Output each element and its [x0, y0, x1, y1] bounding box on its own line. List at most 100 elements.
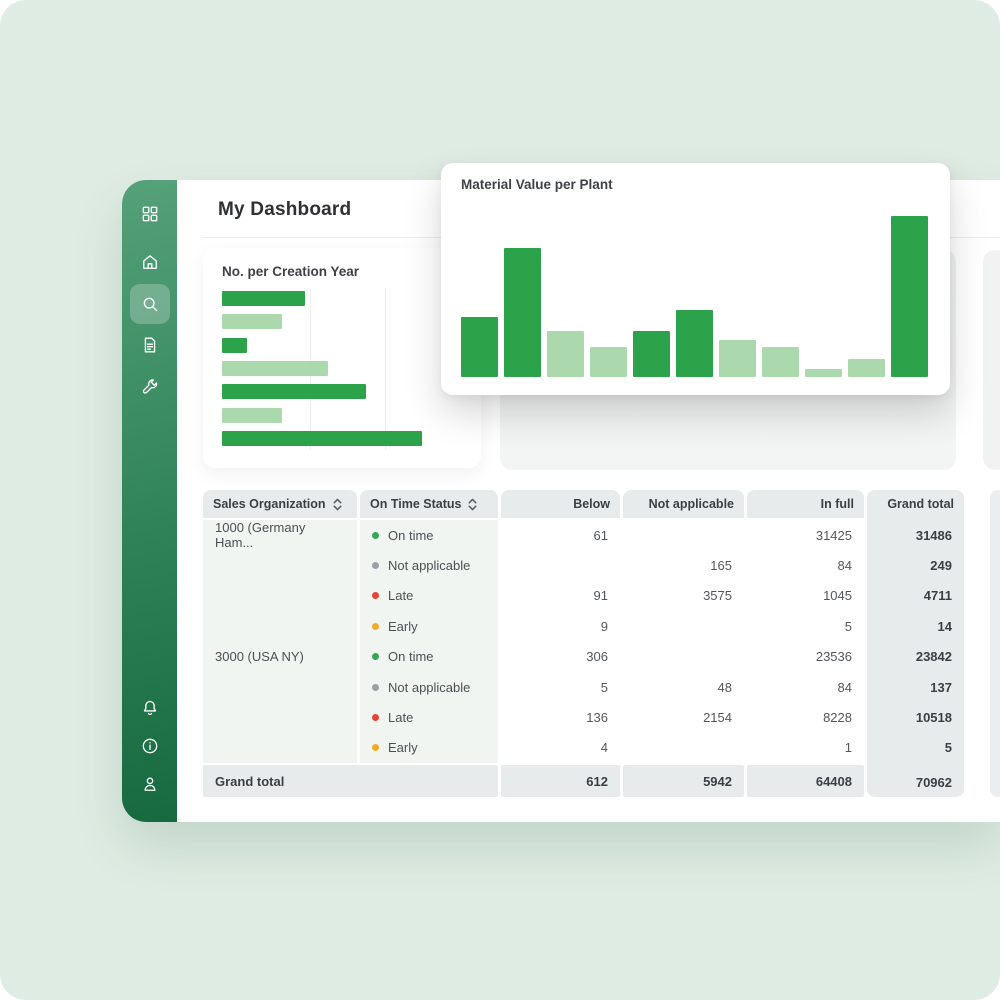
hbar-0 — [222, 291, 305, 306]
column-header-below[interactable]: Below — [501, 490, 620, 518]
pivot-table: Sales Organization 1000 (Germany Ham... 30… — [203, 490, 964, 797]
sort-icon[interactable] — [467, 497, 478, 512]
document-icon — [140, 335, 160, 355]
column-header-in_full[interactable]: In full — [747, 490, 864, 518]
column-body-org: 1000 (Germany Ham... 3000 (USA NY) — [203, 520, 357, 763]
grand-total-cell: 137 — [930, 679, 952, 695]
sidebar-item-info[interactable] — [130, 726, 170, 766]
material-value-bar-chart — [461, 212, 929, 377]
hbar-5 — [222, 407, 282, 423]
table-cell-below: 61 — [593, 527, 608, 543]
table-cell-not_applicable — [623, 733, 744, 763]
table-fragment-cutoff — [990, 490, 1000, 797]
creation-year-bar-chart — [222, 288, 462, 450]
column-header-not_applicable[interactable]: Not applicable — [623, 490, 744, 518]
column-header-label: In full — [820, 497, 854, 511]
status-dot — [372, 653, 379, 661]
table-cell-in_full: 23536 — [815, 649, 852, 665]
table-cell-below — [501, 550, 620, 580]
column-header-label: On Time Status — [370, 497, 462, 511]
column-header-label: Below — [573, 497, 610, 511]
table-cell-in_full: 5 — [844, 618, 852, 634]
table-cell-status: Not applicable — [360, 672, 498, 702]
person-icon — [140, 774, 160, 794]
wrench-icon — [140, 377, 160, 397]
column-body-below: 61 91 9 306 5 136 4 — [501, 520, 620, 763]
grid-icon — [140, 204, 160, 224]
table-cell-not_applicable: 2154 — [703, 710, 732, 726]
home-icon — [140, 252, 160, 272]
grand-total-row-in_full: 64408 — [747, 765, 864, 797]
status-dot — [372, 592, 379, 600]
column-header-label: Sales Organization — [213, 497, 326, 511]
sidebar-item-grid[interactable] — [130, 194, 170, 234]
sidebar-item-bell[interactable] — [130, 688, 170, 728]
sidebar-item-document[interactable] — [130, 325, 170, 365]
card-title-material-value: Material Value per Plant — [461, 177, 613, 192]
table-cell-in_full: 84 — [837, 679, 852, 695]
table-cell-org: 1000 (Germany Ham... — [215, 520, 306, 551]
column-header-label: Not applicable — [648, 497, 734, 511]
table-cell-below: 91 — [593, 588, 608, 604]
vbar-6 — [719, 340, 756, 377]
table-cell-not_applicable: 48 — [717, 679, 732, 695]
status-label: On time — [388, 649, 434, 665]
sidebar — [122, 180, 177, 822]
vbar-7 — [762, 347, 799, 377]
column-header-org[interactable]: Sales Organization — [203, 490, 357, 518]
table-cell-in_full: 31425 — [815, 527, 852, 543]
status-dot — [372, 744, 379, 752]
table-cell-in_full: 1 — [844, 740, 852, 756]
grand-total-cell: 4711 — [923, 588, 952, 604]
info-icon — [140, 736, 160, 756]
status-label: Early — [388, 740, 418, 756]
table-cell-below: 5 — [600, 679, 608, 695]
status-dot — [372, 683, 379, 691]
table-cell-not_applicable: 3575 — [703, 588, 732, 604]
sort-icon[interactable] — [332, 497, 343, 512]
vbar-0 — [461, 317, 498, 377]
status-label: On time — [388, 527, 434, 543]
vbar-3 — [590, 347, 627, 377]
hbar-1 — [222, 314, 282, 330]
hbar-3 — [222, 360, 328, 376]
grand-total-column: Grand total 31486 249 4711 14 23842 137 10518 5 7… — [867, 490, 964, 797]
status-label: Early — [388, 618, 418, 634]
search-icon — [140, 294, 160, 314]
grand-total-cell: 10518 — [915, 710, 952, 726]
sidebar-item-person[interactable] — [130, 764, 170, 804]
sidebar-item-home[interactable] — [130, 242, 170, 282]
table-cell-status: On time — [360, 642, 498, 672]
table-cell-not_applicable: 165 — [710, 558, 732, 574]
table-cell-status: Late — [360, 581, 498, 611]
vbar-2 — [547, 331, 584, 377]
table-cell-status: Early — [360, 733, 498, 763]
column-header-grand-total[interactable]: Grand total — [867, 490, 964, 518]
vbar-5 — [676, 310, 713, 377]
column-body-status: On time Not applicable Late Early On time Not… — [360, 520, 498, 763]
column-body-in_full: 31425 84 1045 5 23536 84 8228 1 — [747, 520, 864, 763]
bell-icon — [140, 698, 160, 718]
vbar-4 — [633, 331, 670, 377]
table-cell-not_applicable — [623, 520, 744, 550]
status-label: Late — [388, 710, 414, 726]
status-dot — [372, 562, 379, 570]
table-cell-in_full: 1045 — [823, 588, 852, 604]
vbar-9 — [848, 359, 885, 377]
gridline — [385, 288, 386, 450]
grand-total-row-below: 612 — [501, 765, 620, 797]
table-cell-status: Early — [360, 611, 498, 641]
table-cell-status: Late — [360, 702, 498, 732]
sidebar-item-search[interactable] — [130, 284, 170, 324]
hbar-4 — [222, 384, 366, 400]
column-header-status[interactable]: On Time Status — [360, 490, 498, 518]
table-cell-in_full: 8228 — [823, 710, 852, 726]
sidebar-item-wrench[interactable] — [130, 367, 170, 407]
card-material-value: Material Value per Plant — [441, 163, 950, 395]
column-body-not_applicable: 165 3575 48 2154 — [623, 520, 744, 763]
grand-total-row-not_applicable: 5942 — [623, 765, 744, 797]
grand-total-cell: 249 — [930, 558, 952, 574]
table-cell-not_applicable — [623, 611, 744, 641]
vbar-10 — [891, 216, 928, 377]
